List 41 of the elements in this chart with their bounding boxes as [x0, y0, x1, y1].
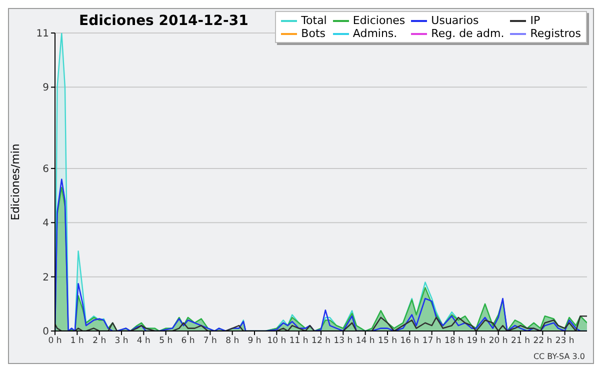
x-tick-label: 22 h — [533, 336, 552, 346]
legend-label: IP — [530, 14, 540, 27]
x-tick-label: 15 h — [378, 336, 397, 346]
x-tick-label: 14 h — [356, 336, 375, 346]
x-tick-label: 16 h — [400, 336, 420, 346]
x-tick-label: 4 h — [136, 336, 150, 346]
legend-label: Admins. — [352, 27, 398, 40]
x-tick-label: 8 h — [226, 336, 240, 346]
y-tick-label: 4 — [42, 218, 49, 230]
x-tick-label: 17 h — [422, 336, 442, 346]
x-tick-label: 10 h — [267, 336, 286, 346]
text: CC BY-SA 3.0 — [533, 352, 585, 361]
x-tick-label: 11 h — [289, 336, 308, 346]
x-tick-label: 9 h — [248, 336, 262, 346]
y-tick-label: 11 — [36, 28, 49, 40]
y-axis-title: Ediciones/min — [8, 144, 22, 220]
legend-label: Reg. de adm. — [431, 27, 504, 40]
x-tick-label: 18 h — [444, 336, 464, 346]
x-tick-label: 2 h — [92, 336, 106, 346]
x-tick-label: 0 h — [48, 336, 62, 346]
legend-label: Usuarios — [431, 14, 479, 27]
x-tick-label: 21 h — [511, 336, 530, 346]
x-tick-label: 12 h — [312, 336, 330, 346]
y-tick-label: 2 — [42, 272, 49, 284]
x-tick-label: 3 h — [114, 336, 128, 346]
y-tick-label: 9 — [42, 82, 49, 94]
x-tick-label: 7 h — [203, 336, 217, 346]
legend-label: Registros — [530, 27, 581, 40]
x-tick-label: 19 h — [466, 336, 486, 346]
legend-label: Bots — [301, 27, 326, 40]
legend-label: Ediciones — [352, 14, 406, 27]
legend-label: Total — [301, 14, 327, 27]
x-tick-label: 5 h — [159, 336, 173, 346]
x-tick-label: 1 h — [70, 336, 84, 346]
x-tick-label: 20 h — [488, 336, 508, 346]
y-tick-label: 0 — [42, 326, 49, 338]
x-tick-label: 6 h — [181, 336, 195, 346]
y-tick-label: 6 — [42, 164, 49, 176]
x-tick-label: 23 h — [555, 336, 574, 346]
chart-title: Ediciones 2014-12-31 — [79, 13, 248, 29]
x-tick-label: 13 h — [334, 336, 353, 346]
